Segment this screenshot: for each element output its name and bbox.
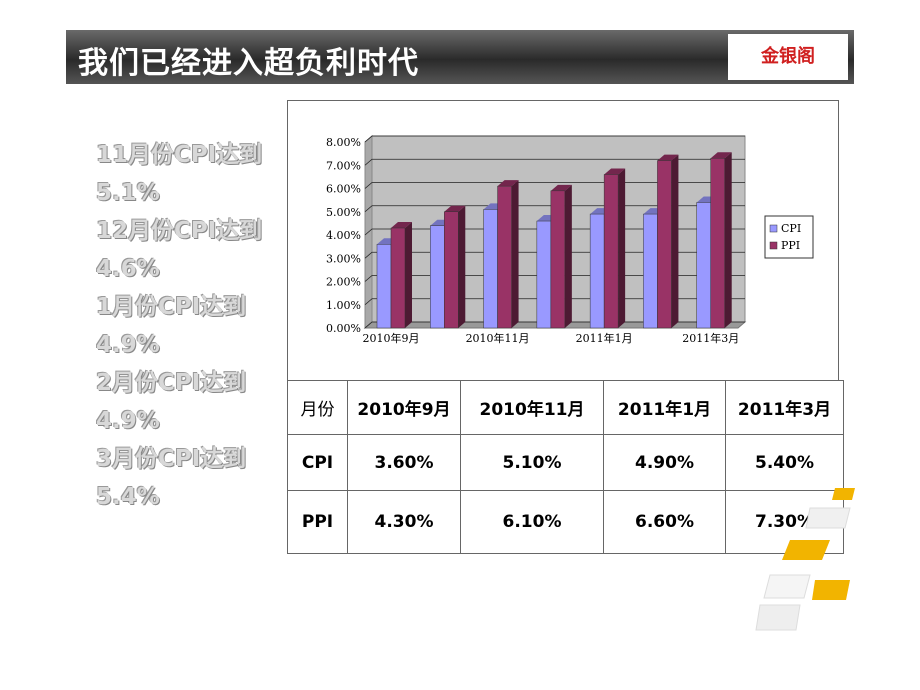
table-header-cell: 2010年11月 (460, 380, 604, 435)
note-line: 12月份CPI达到 (96, 218, 263, 244)
notes: 11月份CPI达到 5.1% 12月份CPI达到 4.6% 1月份CPI达到 4.9% 2月… (96, 136, 286, 516)
y-tick-label: 6.00% (326, 183, 361, 196)
bar-top (710, 152, 732, 159)
bar (589, 213, 605, 329)
table-header-cell: 2011年1月 (603, 380, 726, 435)
bar-top (497, 180, 519, 187)
bar-top (550, 184, 572, 191)
bar-side (671, 154, 679, 328)
x-tick-label: 2010年11月 (466, 331, 530, 345)
table-header-cell: 2011年3月 (725, 380, 844, 435)
table-cell: 4.90% (603, 434, 726, 491)
note-line: 3月份CPI达到 (96, 446, 247, 472)
data-table: 月份 2010年9月 2010年11月 2011年1月 2011年3月 CPI 3.60% 5… (287, 380, 844, 554)
bar-side (458, 205, 466, 328)
note-line: 5.4% (96, 484, 160, 510)
y-tick-label: 1.00% (326, 299, 361, 312)
table-header-cell: 2010年9月 (347, 380, 461, 435)
legend-label: CPI (781, 222, 801, 235)
note-line: 2月份CPI达到 (96, 370, 247, 396)
slide-title: 我们已经进入超负利时代 (78, 46, 419, 81)
note-line: 5.1% (96, 180, 160, 206)
bar (603, 174, 619, 329)
table-cell: 7.30% (725, 490, 844, 554)
bar (497, 185, 512, 329)
logo: 金银阁 (728, 34, 848, 80)
legend-swatch (769, 224, 778, 233)
table-row: PPI 4.30% 6.10% 6.60% 7.30% (287, 490, 844, 554)
bar (390, 227, 406, 329)
bar (710, 158, 725, 329)
bar (550, 190, 566, 329)
table-cell: 6.10% (460, 490, 604, 554)
bar-top (604, 168, 626, 175)
note-line: 11月份CPI达到 (96, 142, 263, 168)
table-cell: CPI (287, 434, 348, 491)
legend-box (764, 215, 814, 259)
y-tick-label: 5.00% (326, 206, 361, 219)
bar (696, 202, 711, 329)
x-tick-label: 2010年9月 (363, 331, 420, 345)
legend-swatch (769, 241, 778, 250)
note-line: 1月份CPI达到 (96, 294, 247, 320)
bar (536, 220, 552, 329)
table-cell: 6.60% (603, 490, 726, 554)
table-cell: 5.10% (460, 434, 604, 491)
table-cell: 3.60% (347, 434, 461, 491)
bar (444, 211, 459, 329)
grid-line (364, 135, 745, 143)
table-header-cell: 月份 (287, 380, 348, 435)
y-tick-label: 7.00% (326, 159, 361, 172)
bar (376, 244, 392, 329)
y-tick-label: 4.00% (326, 229, 361, 242)
bar-top (657, 154, 679, 161)
bar-side (724, 152, 732, 328)
y-tick-label: 8.00% (326, 136, 361, 149)
bar-side (511, 180, 519, 328)
note-line: 4.6% (96, 256, 160, 282)
bar (643, 213, 658, 329)
table-cell: 4.30% (347, 490, 461, 554)
table-row: 月份 2010年9月 2010年11月 2011年1月 2011年3月 (287, 380, 844, 435)
table-row: CPI 3.60% 5.10% 4.90% 5.40% (287, 434, 844, 491)
x-tick-label: 2011年1月 (576, 331, 633, 345)
grid-line (364, 158, 745, 166)
y-tick-label: 0.00% (326, 322, 361, 335)
bar-top (444, 205, 466, 212)
y-tick-label: 2.00% (326, 276, 361, 289)
bar (430, 225, 445, 329)
bar (657, 160, 672, 329)
bar-side (564, 184, 572, 328)
table-cell: PPI (287, 490, 348, 554)
legend-label: PPI (781, 239, 800, 252)
note-line: 4.9% (96, 332, 160, 358)
table-cell: 5.40% (725, 434, 844, 491)
y-tick-label: 3.00% (326, 252, 361, 265)
bar-side (618, 168, 626, 328)
bar (483, 209, 498, 329)
title-bar: 我们已经进入超负利时代 金银阁 (66, 30, 854, 84)
chart: 0.00% 1.00% 2.00% 3.00% 4.00% 5.00% 6.00% 7.00%… (287, 100, 839, 381)
bar-side (405, 222, 412, 328)
note-line: 4.9% (96, 408, 160, 434)
bar-top (391, 222, 412, 229)
x-tick-label: 2011年3月 (682, 331, 739, 345)
